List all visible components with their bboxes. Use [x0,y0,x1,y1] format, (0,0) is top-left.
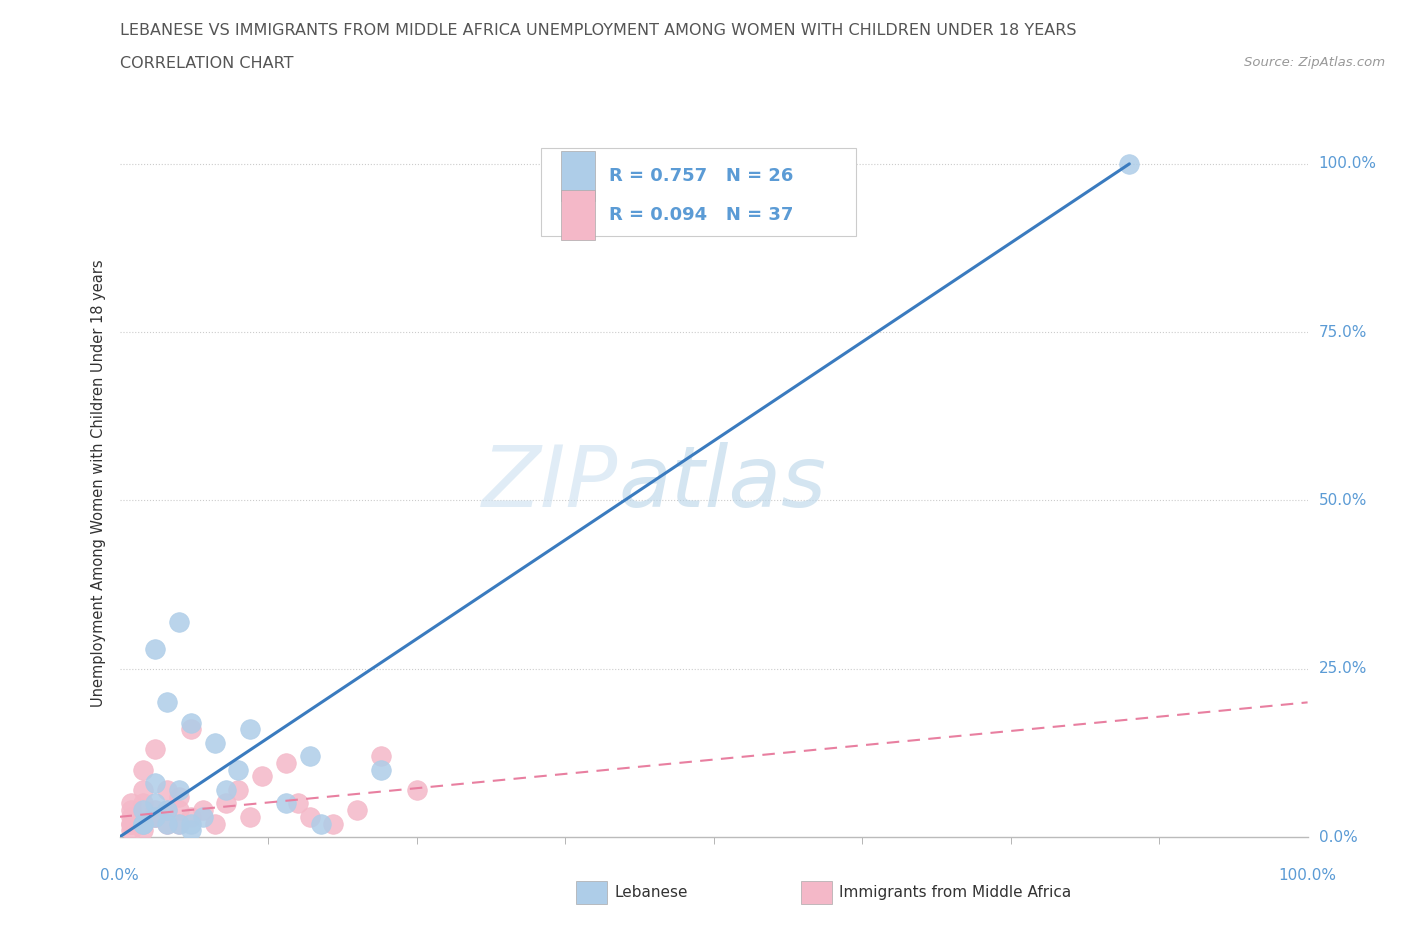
Text: atlas: atlas [619,442,827,525]
Point [143,809,166,824]
Point [274,755,297,770]
Point [167,803,190,817]
Point [120,817,142,831]
Point [180,809,202,824]
Text: 100.0%: 100.0% [1278,868,1337,883]
Text: 0.0%: 0.0% [1319,830,1357,844]
Text: ZIP: ZIP [482,442,619,525]
Point [156,782,179,797]
Point [132,817,155,831]
Point [132,803,155,817]
Point [156,803,179,817]
Point [180,817,202,831]
Point [215,782,238,797]
Point [143,776,166,790]
Text: Immigrants from Middle Africa: Immigrants from Middle Africa [839,885,1071,900]
FancyBboxPatch shape [561,190,595,240]
Point [370,763,392,777]
Point [143,809,166,824]
Point [132,763,155,777]
Point [167,782,190,797]
Text: R = 0.757   N = 26: R = 0.757 N = 26 [609,166,793,185]
Point [405,782,427,797]
Point [156,803,179,817]
Point [132,817,155,831]
Point [143,803,166,817]
Point [239,809,262,824]
Point [156,817,179,831]
Point [370,749,392,764]
Point [143,641,166,656]
Point [132,823,155,838]
Point [180,722,202,737]
Text: 25.0%: 25.0% [1319,661,1367,676]
Point [143,809,166,824]
Text: R = 0.094   N = 37: R = 0.094 N = 37 [609,206,793,224]
Text: LEBANESE VS IMMIGRANTS FROM MIDDLE AFRICA UNEMPLOYMENT AMONG WOMEN WITH CHILDREN: LEBANESE VS IMMIGRANTS FROM MIDDLE AFRIC… [120,23,1076,38]
Point [167,817,190,831]
Y-axis label: Unemployment Among Women with Children Under 18 years: Unemployment Among Women with Children U… [91,259,107,708]
Text: CORRELATION CHART: CORRELATION CHART [120,56,292,71]
Text: Source: ZipAtlas.com: Source: ZipAtlas.com [1244,56,1385,69]
Point [250,769,273,784]
Point [167,790,190,804]
Point [311,817,333,831]
Point [167,817,190,831]
Point [120,823,142,838]
Point [204,817,226,831]
Point [156,817,179,831]
Text: 100.0%: 100.0% [1319,156,1376,171]
Point [132,817,155,831]
Point [287,796,309,811]
Point [204,736,226,751]
Point [132,782,155,797]
Point [156,695,179,710]
Point [191,809,214,824]
Point [298,809,321,824]
Point [228,763,250,777]
Point [239,722,262,737]
Text: Lebanese: Lebanese [614,885,688,900]
Point [228,782,250,797]
Point [143,742,166,757]
FancyBboxPatch shape [561,151,595,201]
Text: 75.0%: 75.0% [1319,325,1367,339]
Point [120,817,142,831]
Text: 0.0%: 0.0% [100,868,139,883]
Point [120,796,142,811]
Point [322,817,344,831]
FancyBboxPatch shape [541,148,856,236]
Point [346,803,368,817]
Point [180,715,202,730]
Point [132,796,155,811]
Point [298,749,321,764]
Text: 50.0%: 50.0% [1319,493,1367,508]
Point [180,823,202,838]
Point [167,614,190,629]
Point [1118,156,1140,171]
Point [120,803,142,817]
Point [191,803,214,817]
Point [143,796,166,811]
Point [120,809,142,824]
Point [274,796,297,811]
Point [215,796,238,811]
Point [132,817,155,831]
